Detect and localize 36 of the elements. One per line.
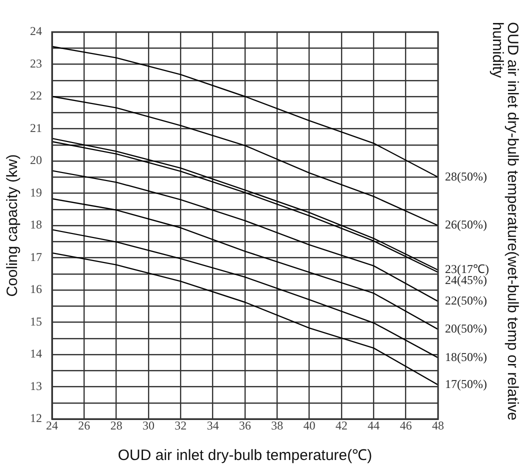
x-tick-label: 32: [174, 418, 187, 432]
y-tick-label: 12: [30, 411, 42, 426]
y-tick-label: 18: [30, 218, 42, 232]
x-tick-label: 48: [432, 418, 444, 432]
y-tick-label: 24: [30, 24, 42, 38]
y-axis-title: Cooling capacity (kw): [4, 154, 22, 297]
x-tick-label: 40: [303, 418, 316, 432]
series-label: 22(50%): [445, 293, 487, 308]
x-tick-label: 42: [336, 418, 348, 432]
y-tick-label: 15: [30, 314, 42, 328]
series-label: 18(50%): [445, 350, 487, 364]
y2-axis-title: OUD air inlet dry-bulb temperature(wet-bulb temp or relative humidity: [489, 22, 521, 422]
x-tick-label: 44: [368, 418, 380, 432]
series-label: 20(50%): [445, 322, 487, 336]
y-tick-label: 23: [30, 56, 42, 70]
series-label: 23(17℃): [445, 262, 489, 276]
x-tick-label: 30: [142, 418, 154, 432]
y-tick-label: 17: [30, 250, 42, 264]
x-tick-label: 38: [271, 418, 284, 432]
x-tick-label: 28: [110, 418, 122, 432]
x-tick-label: 24: [46, 418, 58, 432]
series-label: 28(50%): [445, 169, 487, 184]
y-tick-label: 22: [30, 88, 42, 103]
y-tick-label: 14: [30, 346, 42, 361]
x-tick-label: 36: [239, 418, 251, 432]
y-tick-label: 13: [30, 378, 42, 393]
x-tick-label: 26: [78, 418, 90, 432]
x-axis-title: OUD air inlet dry-bulb temperature(℃): [118, 447, 372, 464]
y-tick-label: 16: [30, 282, 42, 296]
y-tick-label: 21: [30, 120, 42, 135]
x-tick-label: 46: [400, 418, 412, 432]
y-tick-label: 19: [30, 185, 42, 200]
x-tick-label: 34: [206, 418, 219, 432]
series-label: 26(50%): [445, 218, 487, 232]
y-tick-label: 20: [30, 153, 42, 168]
series-label: 17(50%): [445, 376, 487, 391]
